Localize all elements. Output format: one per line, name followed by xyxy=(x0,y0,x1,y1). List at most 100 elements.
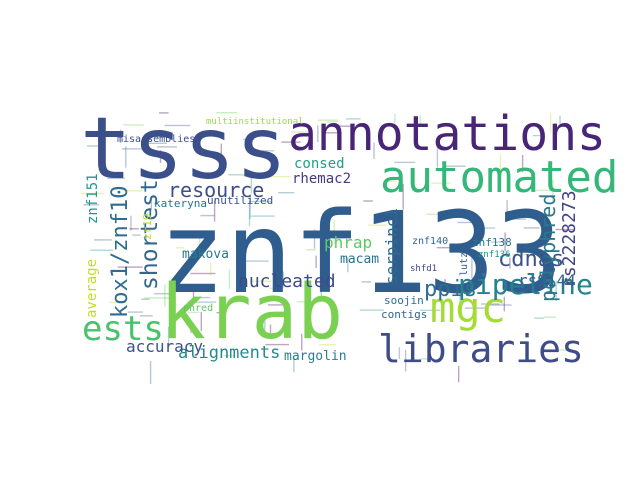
tiny-word-speck xyxy=(445,165,466,167)
word-znf136: znf136 xyxy=(478,250,511,260)
word-consed: consed xyxy=(294,156,345,172)
tiny-word-speck xyxy=(521,154,524,173)
tiny-word-speck xyxy=(398,347,401,360)
tiny-word-speck xyxy=(319,344,336,346)
word-mgc: mgc xyxy=(430,283,506,332)
tiny-word-speck xyxy=(301,333,303,351)
word-znf140: znf140 xyxy=(412,236,448,247)
tiny-word-speck xyxy=(296,301,322,303)
tiny-word-speck xyxy=(93,239,112,241)
tiny-word-speck xyxy=(431,182,451,184)
tiny-word-speck xyxy=(228,269,231,289)
tiny-word-speck xyxy=(125,146,127,168)
word-macam: macam xyxy=(340,252,379,267)
word-znf151: znf151 xyxy=(85,173,101,224)
tiny-word-speck xyxy=(359,309,384,311)
word-resource: resource xyxy=(168,178,264,202)
tiny-word-speck xyxy=(503,296,505,312)
tiny-word-speck xyxy=(420,358,435,360)
word-rs9144: rs9144 xyxy=(518,271,576,290)
tiny-word-speck xyxy=(436,145,439,168)
tiny-word-speck xyxy=(200,214,215,217)
tiny-word-speck xyxy=(459,293,461,312)
tiny-word-speck xyxy=(190,324,192,334)
tiny-word-texture xyxy=(80,112,575,384)
tiny-word-speck xyxy=(248,200,272,203)
word-phred: phred xyxy=(183,303,213,314)
tiny-word-speck xyxy=(87,145,105,147)
word-cdnas: cdnas xyxy=(498,247,564,272)
word-znf138: znf138 xyxy=(472,236,512,249)
word-multiinstitutional: multiinstitutional xyxy=(206,117,304,127)
tiny-word-speck xyxy=(157,136,172,138)
tiny-word-speck xyxy=(190,272,216,275)
tiny-word-speck xyxy=(176,247,185,249)
tiny-word-speck xyxy=(199,235,201,246)
tiny-word-speck xyxy=(480,303,500,305)
tiny-word-speck xyxy=(323,132,342,134)
tiny-word-speck xyxy=(154,293,174,295)
tiny-word-speck xyxy=(156,146,177,148)
tiny-word-speck xyxy=(150,196,152,211)
word-soojin: soojin xyxy=(384,294,424,307)
tiny-word-speck xyxy=(293,356,295,373)
tiny-word-speck xyxy=(373,142,375,159)
tiny-word-speck xyxy=(213,200,216,222)
word-makova: makova xyxy=(182,247,229,262)
tiny-word-speck xyxy=(216,312,226,314)
word-kox1: kox1/znf10 xyxy=(108,186,133,318)
tiny-word-speck xyxy=(132,234,141,236)
tiny-word-speck xyxy=(535,189,556,192)
tiny-word-speck xyxy=(487,304,512,306)
word-automated: automated xyxy=(380,152,618,203)
word-rs2228273: rs2228273 xyxy=(559,190,580,288)
word-rhemac2: rhemac2 xyxy=(292,171,351,187)
word-average: average xyxy=(84,259,100,318)
tiny-word-speck xyxy=(223,354,234,357)
tiny-word-speck xyxy=(491,241,507,243)
tiny-word-speck xyxy=(549,113,552,133)
word-kateryna: kateryna xyxy=(154,197,207,210)
tiny-word-speck xyxy=(361,281,372,283)
tiny-word-speck xyxy=(245,260,269,262)
tiny-word-speck xyxy=(534,317,544,319)
tiny-word-speck xyxy=(144,142,167,144)
tiny-word-speck xyxy=(191,252,203,254)
tiny-word-speck xyxy=(402,183,404,210)
word-pipeline: pipeline xyxy=(458,268,593,301)
tiny-word-speck xyxy=(192,284,195,303)
word-accuracy: accuracy xyxy=(126,337,203,356)
tiny-word-speck xyxy=(149,361,152,384)
tiny-word-speck xyxy=(119,129,122,143)
tiny-word-speck xyxy=(144,297,170,299)
tiny-word-speck xyxy=(266,175,291,178)
word-misassemblies: misassemblies xyxy=(117,134,195,145)
tiny-word-speck xyxy=(220,151,222,166)
tiny-word-speck xyxy=(544,349,567,351)
tiny-word-speck xyxy=(127,311,143,313)
tiny-word-speck xyxy=(122,190,143,192)
tiny-word-speck xyxy=(281,141,301,143)
tiny-word-speck xyxy=(317,125,319,143)
tiny-word-speck xyxy=(187,311,200,314)
tiny-word-speck xyxy=(555,228,575,231)
tiny-word-speck xyxy=(436,247,456,249)
tiny-word-speck xyxy=(177,270,180,285)
word-unutilized: unutilized xyxy=(207,194,273,207)
tiny-word-speck xyxy=(140,315,153,317)
tiny-word-speck xyxy=(267,304,285,306)
tiny-word-speck xyxy=(368,224,386,226)
word-serpinc1: serpinc1 xyxy=(382,208,401,285)
tiny-word-speck xyxy=(251,215,275,217)
tiny-word-speck xyxy=(264,314,266,337)
tiny-word-speck xyxy=(200,312,202,332)
tiny-word-speck xyxy=(507,284,529,286)
tiny-word-speck xyxy=(141,298,150,300)
tiny-word-speck xyxy=(419,115,421,126)
tiny-word-speck xyxy=(248,201,251,227)
tiny-word-speck xyxy=(347,257,349,273)
tiny-word-speck xyxy=(394,161,416,164)
tiny-word-speck xyxy=(499,154,502,178)
tiny-word-speck xyxy=(512,253,535,256)
tiny-word-speck xyxy=(505,218,526,220)
